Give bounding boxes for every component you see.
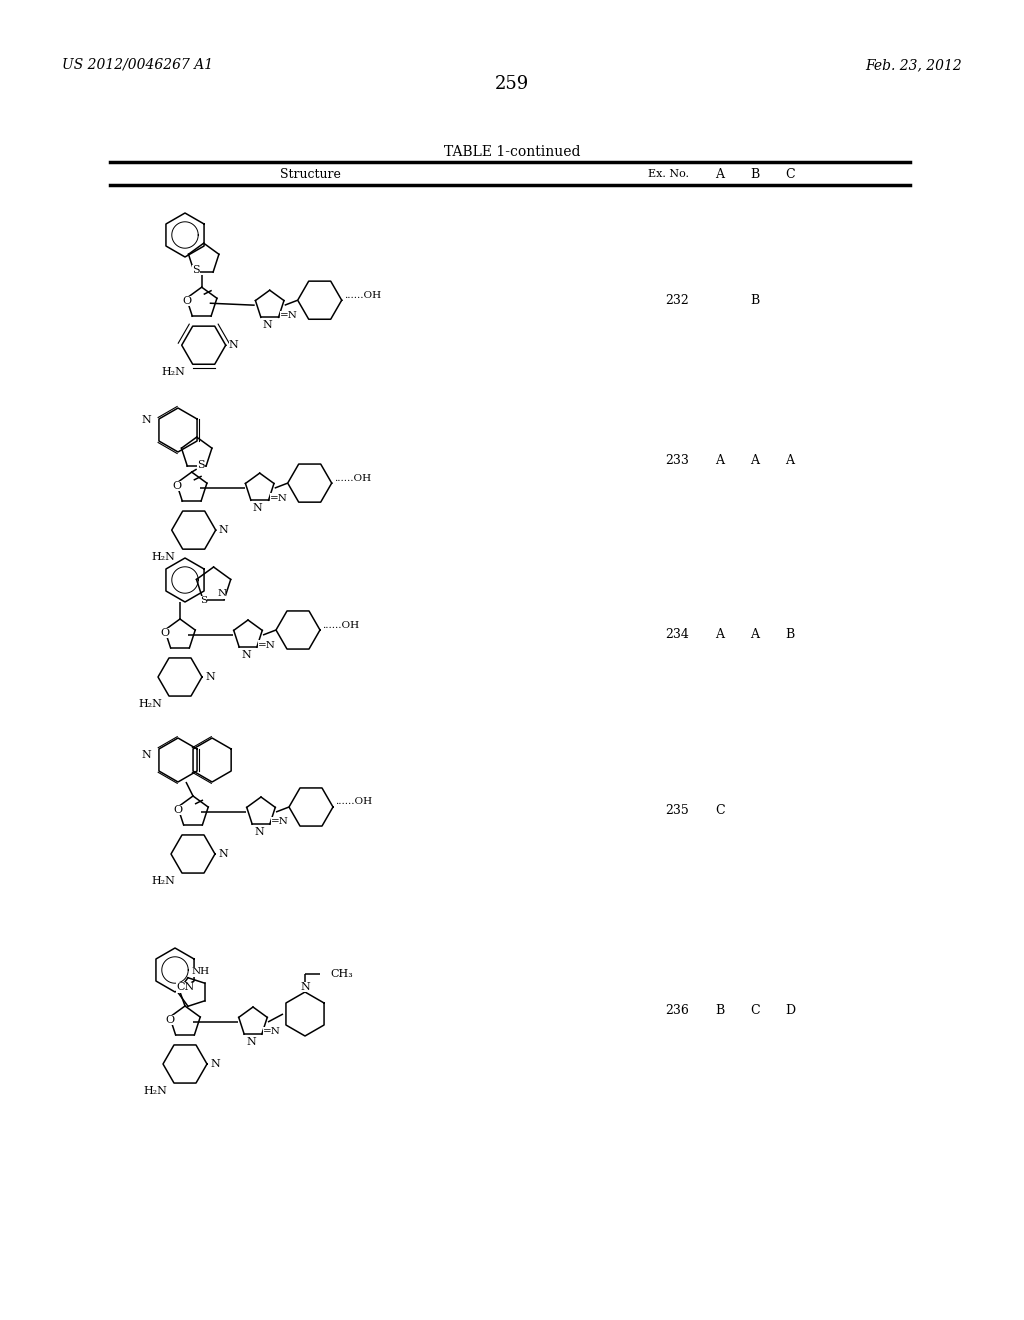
Text: S: S bbox=[191, 265, 200, 276]
Text: S: S bbox=[197, 461, 205, 470]
Text: CH₃: CH₃ bbox=[330, 969, 352, 979]
Text: H₂N: H₂N bbox=[143, 1086, 167, 1096]
Text: B: B bbox=[716, 1003, 725, 1016]
Text: B: B bbox=[751, 293, 760, 306]
Text: CN: CN bbox=[176, 982, 195, 993]
Text: H₂N: H₂N bbox=[152, 876, 175, 886]
Text: N: N bbox=[241, 649, 251, 660]
Text: TABLE 1-continued: TABLE 1-continued bbox=[443, 145, 581, 158]
Text: N: N bbox=[253, 503, 262, 513]
Text: Ex. No.: Ex. No. bbox=[647, 169, 688, 180]
Text: 234: 234 bbox=[665, 628, 689, 642]
Text: N: N bbox=[217, 590, 226, 598]
Text: N: N bbox=[205, 672, 215, 682]
Text: O: O bbox=[182, 296, 191, 306]
Text: Feb. 23, 2012: Feb. 23, 2012 bbox=[865, 58, 962, 73]
Text: 233: 233 bbox=[665, 454, 689, 466]
Text: =N: =N bbox=[258, 640, 275, 649]
Text: ......OH: ......OH bbox=[322, 620, 359, 630]
Text: ......OH: ......OH bbox=[344, 290, 381, 300]
Text: A: A bbox=[751, 628, 760, 642]
Text: B: B bbox=[751, 168, 760, 181]
Text: A: A bbox=[785, 454, 795, 466]
Text: 259: 259 bbox=[495, 75, 529, 92]
Text: ......OH: ......OH bbox=[335, 797, 372, 807]
Text: =N: =N bbox=[271, 817, 289, 826]
Text: N: N bbox=[219, 525, 228, 535]
Text: N: N bbox=[300, 982, 310, 993]
Text: O: O bbox=[172, 480, 181, 491]
Text: A: A bbox=[751, 454, 760, 466]
Text: =N: =N bbox=[280, 310, 298, 319]
Text: A: A bbox=[716, 454, 725, 466]
Text: N: N bbox=[141, 414, 151, 425]
Text: N: N bbox=[141, 750, 151, 760]
Text: N: N bbox=[228, 341, 239, 350]
Text: US 2012/0046267 A1: US 2012/0046267 A1 bbox=[62, 58, 213, 73]
Text: =N: =N bbox=[269, 494, 288, 503]
Text: N: N bbox=[210, 1059, 220, 1069]
Text: B: B bbox=[785, 628, 795, 642]
Text: C: C bbox=[785, 168, 795, 181]
Text: NH: NH bbox=[191, 968, 209, 977]
Text: O: O bbox=[165, 1015, 174, 1026]
Text: N: N bbox=[263, 321, 272, 330]
Text: 232: 232 bbox=[665, 293, 689, 306]
Text: N: N bbox=[246, 1038, 256, 1047]
Text: D: D bbox=[785, 1003, 795, 1016]
Text: H₂N: H₂N bbox=[162, 367, 185, 378]
Text: H₂N: H₂N bbox=[152, 552, 176, 562]
Text: A: A bbox=[716, 628, 725, 642]
Text: ......OH: ......OH bbox=[334, 474, 371, 483]
Text: 235: 235 bbox=[665, 804, 689, 817]
Text: O: O bbox=[173, 805, 182, 814]
Text: N: N bbox=[254, 828, 264, 837]
Text: H₂N: H₂N bbox=[138, 700, 162, 709]
Text: C: C bbox=[715, 804, 725, 817]
Text: Structure: Structure bbox=[280, 168, 340, 181]
Text: 236: 236 bbox=[665, 1003, 689, 1016]
Text: S: S bbox=[200, 595, 207, 605]
Text: A: A bbox=[716, 168, 725, 181]
Text: =N: =N bbox=[263, 1027, 281, 1036]
Text: N: N bbox=[218, 849, 228, 859]
Text: O: O bbox=[160, 628, 169, 638]
Text: C: C bbox=[751, 1003, 760, 1016]
